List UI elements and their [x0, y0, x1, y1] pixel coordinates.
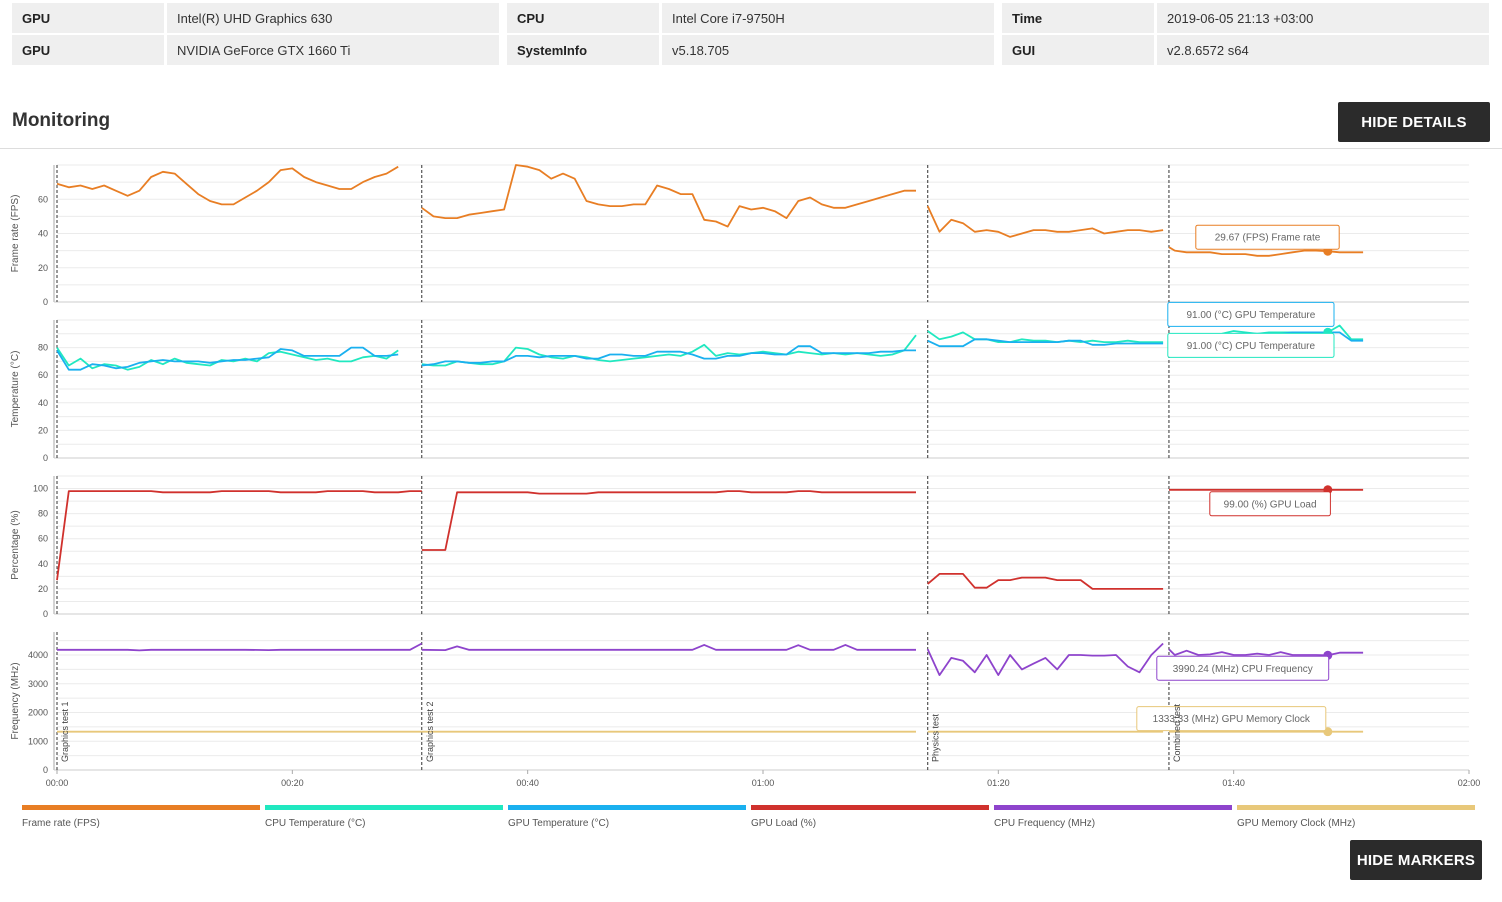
legend-color-bar [1237, 805, 1475, 810]
marker-label-combined-test: Combined test [1172, 703, 1182, 762]
legend-item-gpu-temperature-c[interactable]: GPU Temperature (°C) [508, 805, 746, 829]
tooltip-text: 91.00 (°C) GPU Temperature [1186, 310, 1315, 321]
monitoring-title: Monitoring [12, 110, 111, 131]
tooltip-text: 3990.24 (MHz) CPU Frequency [1173, 664, 1313, 675]
legend-label: CPU Frequency (MHz) [994, 818, 1096, 829]
x-tick-label: 00:40 [516, 778, 539, 788]
tooltip-text: 1333.33 (MHz) GPU Memory Clock [1153, 714, 1311, 725]
legend-color-bar [265, 805, 503, 810]
info-key-gui: GUI [1002, 35, 1154, 65]
y-tick-label: 0 [43, 609, 48, 619]
series-line-cpu-temperature-c [927, 330, 1164, 344]
series-line-gpu-temperature-c [927, 338, 1164, 348]
info-value-gpu-2: NVIDIA GeForce GTX 1660 Ti [167, 35, 499, 65]
info-key-systeminfo: SystemInfo [507, 35, 659, 65]
y-tick-label: 0 [43, 453, 48, 463]
legend-color-bar [508, 805, 746, 810]
tooltip-box [1209, 491, 1331, 517]
series-line-gpu-temperature-c [421, 345, 916, 367]
info-key-time: Time [1002, 3, 1154, 33]
legend-color-bar [22, 805, 260, 810]
y-tick-label: 3000 [28, 679, 48, 689]
legend-item-gpu-memory-clock-mhz[interactable]: GPU Memory Clock (MHz) [1237, 805, 1475, 829]
series-line-gpu-temperature-c [56, 346, 399, 371]
legend-item-cpu-temperature-c[interactable]: CPU Temperature (°C) [265, 805, 503, 829]
y-tick-label: 100 [33, 484, 48, 494]
series-line-cpu-frequency-mhz [421, 643, 916, 652]
series-line-gpu-load [56, 490, 422, 581]
tooltip-box [1136, 706, 1327, 732]
info-value-systeminfo: v5.18.705 [662, 35, 994, 65]
legend-label: GPU Temperature (°C) [508, 818, 610, 829]
y-tick-label: 40 [38, 398, 48, 408]
series-line-gpu-load [421, 490, 916, 551]
tooltip-box [1167, 332, 1335, 358]
y-tick-label: 40 [38, 229, 48, 239]
marker-label-graphics-test-2: Graphics test 2 [425, 701, 435, 762]
tooltip-box [1167, 301, 1335, 327]
x-tick-label: 02:00 [1458, 778, 1481, 788]
y-axis-label: Percentage (%) [10, 510, 21, 579]
legend-label: CPU Temperature (°C) [265, 818, 366, 829]
series-line-cpu-frequency-mhz [1168, 648, 1364, 657]
x-tick-label: 00:20 [281, 778, 304, 788]
y-tick-label: 0 [43, 765, 48, 775]
y-tick-label: 0 [43, 297, 48, 307]
series-line-frame-rate-fps [926, 205, 1164, 238]
marker-label-physics-test: Physics test [931, 713, 941, 762]
y-tick-label: 60 [38, 370, 48, 380]
monitoring-chart: 0 20 40 60 Frame rate (FPS) 29.67 (FPS) Frame… [10, 164, 1481, 788]
y-axis-label: Frequency (MHz) [10, 662, 21, 739]
info-key-cpu: CPU [507, 3, 659, 33]
legend-item-frame-rate-fps[interactable]: Frame rate (FPS) [22, 805, 260, 829]
series-line-cpu-frequency-mhz [926, 642, 1164, 676]
legend-label: GPU Load (%) [751, 818, 817, 829]
y-tick-label: 20 [38, 425, 48, 435]
legend-label: Frame rate (FPS) [22, 818, 100, 829]
info-value-gui: v2.8.6572 s64 [1157, 35, 1489, 65]
y-tick-label: 40 [38, 559, 48, 569]
tooltip-text: 29.67 (FPS) Frame rate [1215, 233, 1321, 244]
legend-color-bar [994, 805, 1232, 810]
y-tick-label: 80 [38, 343, 48, 353]
hide-markers-button[interactable]: HIDE MARKERS [1350, 840, 1482, 880]
series-line-frame-rate-fps [56, 165, 399, 206]
info-value-gpu-1: Intel(R) UHD Graphics 630 [167, 3, 499, 33]
y-tick-label: 2000 [28, 708, 48, 718]
info-key-gpu-1: GPU [12, 3, 164, 33]
section-divider [0, 148, 1502, 149]
y-tick-label: 4000 [28, 650, 48, 660]
tooltip-box [1195, 224, 1340, 250]
x-tick-label: 01:20 [987, 778, 1010, 788]
legend-item-cpu-frequency-mhz[interactable]: CPU Frequency (MHz) [994, 805, 1232, 829]
x-tick-label: 01:00 [752, 778, 775, 788]
x-tick-label: 01:40 [1222, 778, 1245, 788]
tooltip-text: 91.00 (°C) CPU Temperature [1187, 341, 1316, 352]
series-line-frame-rate-fps [421, 164, 916, 228]
y-tick-label: 20 [38, 263, 48, 273]
y-tick-label: 60 [38, 534, 48, 544]
y-tick-label: 1000 [28, 736, 48, 746]
legend-label: GPU Memory Clock (MHz) [1237, 818, 1356, 829]
hide-details-button[interactable]: HIDE DETAILS [1338, 102, 1490, 142]
y-tick-label: 20 [38, 584, 48, 594]
series-line-gpu-load [927, 572, 1164, 590]
x-tick-label: 00:00 [46, 778, 69, 788]
info-key-gpu-2: GPU [12, 35, 164, 65]
tooltip-box [1156, 655, 1330, 681]
y-axis-label: Temperature (°C) [10, 351, 21, 428]
series-line-cpu-frequency-mhz [57, 642, 423, 652]
tooltip-text: 99.00 (%) GPU Load [1224, 499, 1317, 510]
marker-label-graphics-test-1: Graphics test 1 [60, 701, 70, 762]
y-axis-label: Frame rate (FPS) [10, 195, 21, 273]
info-value-time: 2019-06-05 21:13 +03:00 [1157, 3, 1489, 33]
y-tick-label: 60 [38, 194, 48, 204]
info-value-cpu: Intel Core i7-9750H [662, 3, 994, 33]
legend-color-bar [751, 805, 989, 810]
legend-item-gpu-load[interactable]: GPU Load (%) [751, 805, 989, 829]
y-tick-label: 80 [38, 509, 48, 519]
